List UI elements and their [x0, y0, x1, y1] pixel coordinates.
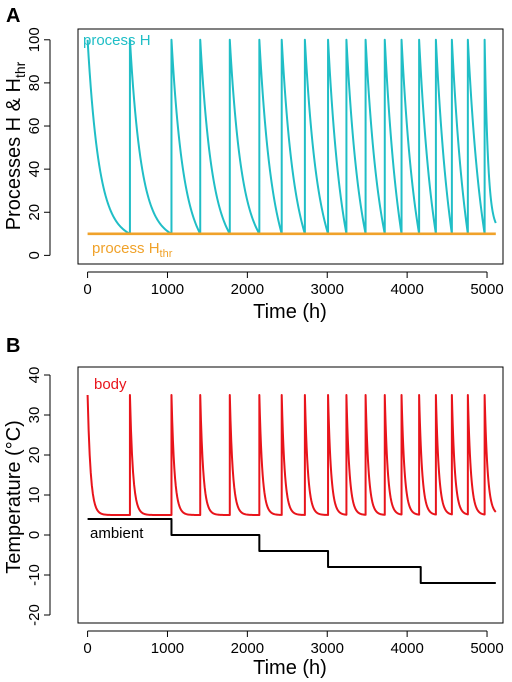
panel-a-series: [86, 38, 497, 236]
panel-a-plot-frame: [77, 28, 504, 265]
panel-b-x-tick-label: 4000: [390, 640, 423, 657]
panel-a-x-axis: 0 1000 2000 3000 4000 5000: [83, 271, 504, 298]
panel-b-y-tick-label: 20: [26, 447, 43, 464]
panel-b-x-axis-title: Time (h): [253, 657, 327, 679]
panel-a-x-tick-label: 5000: [470, 281, 503, 298]
panel-a-y-axis-title: Processes H & Hthr: [3, 61, 28, 230]
panel-b-y-tick-label: 10: [26, 487, 43, 504]
panel-a-y-tick-label: 60: [26, 118, 43, 135]
panel-a-x-tick-label: 0: [83, 281, 91, 298]
panel-a-y-tick-label: 80: [26, 75, 43, 92]
panel-b-y-tick-label: 30: [26, 407, 43, 424]
panel-a-x-tick-label: 4000: [390, 281, 423, 298]
panel-b-y-tick-label: -10: [26, 564, 43, 586]
process-hthr-legend-subscript: thr: [160, 248, 173, 260]
panel-b-x-axis: 0 1000 2000 3000 4000 5000: [83, 630, 504, 657]
body-legend-label: body: [94, 376, 127, 393]
panel-b-x-tick-label: 3000: [311, 640, 344, 657]
panel-a-y-axis-title-subscript: thr: [12, 61, 28, 78]
process-hthr-legend-label: process Hthr: [92, 240, 173, 260]
ambient-legend-label: ambient: [90, 525, 144, 542]
panel-b-x-tick-label: 0: [83, 640, 91, 657]
panel-b-series-ambient: [87, 518, 496, 584]
process-hthr-legend-text: process H: [92, 240, 160, 257]
panel-a: A 0 20 40 60 80 100 0 1000 2000 3000 4000 5000 pro…: [3, 5, 504, 323]
panel-b-x-tick-label: 1000: [151, 640, 184, 657]
panel-a-y-tick-label: 100: [26, 27, 43, 52]
panel-a-y-axis: 0 20 40 60 80 100: [26, 27, 51, 260]
panel-a-y-tick-label: 40: [26, 161, 43, 178]
panel-a-label: A: [6, 5, 20, 27]
panel-b-x-tick-label: 5000: [470, 640, 503, 657]
panel-b-y-axis-title: Temperature (°C): [3, 420, 25, 574]
panel-a-series-process-h: [86, 38, 497, 235]
panel-b-x-tick-label: 2000: [231, 640, 264, 657]
process-h-legend-label: process H: [83, 32, 151, 49]
panel-a-y-axis-title-text: Processes H & H: [3, 78, 25, 230]
panel-b-y-tick-label: 0: [26, 531, 43, 539]
panel-a-x-tick-label: 3000: [311, 281, 344, 298]
panel-b-series: [86, 394, 497, 584]
panel-a-x-axis-title: Time (h): [253, 301, 327, 323]
panel-a-x-tick-label: 1000: [151, 281, 184, 298]
panel-a-y-tick-label: 0: [26, 251, 43, 259]
panel-b-plot-frame: [77, 366, 504, 624]
panel-a-x-tick-label: 2000: [231, 281, 264, 298]
panel-b-series-body: [86, 394, 497, 516]
panel-b-y-tick-label: 40: [26, 367, 43, 384]
panel-b-y-axis: -20 -10 0 10 20 30 40: [26, 367, 51, 626]
panel-b-label: B: [6, 335, 20, 357]
panel-b-y-tick-label: -20: [26, 604, 43, 626]
panel-a-y-tick-label: 20: [26, 204, 43, 221]
